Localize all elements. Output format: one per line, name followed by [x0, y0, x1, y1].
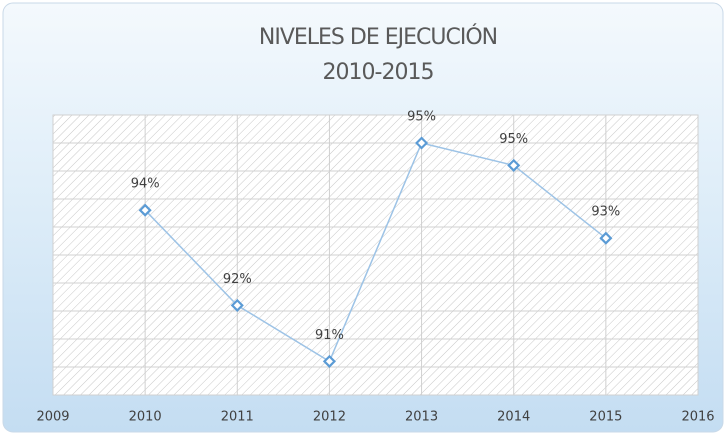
x-tick-label: 2014: [497, 410, 530, 425]
data-label: 95%: [499, 132, 528, 147]
chart-title: NIVELES DE EJECUCIÓN: [259, 24, 497, 50]
data-label: 93%: [591, 205, 620, 220]
x-tick-label: 2011: [221, 410, 254, 425]
x-tick-label: 2009: [36, 410, 69, 425]
chart-subtitle: 2010-2015: [323, 60, 434, 85]
data-label: 91%: [315, 328, 344, 343]
data-label: 92%: [223, 272, 252, 287]
x-tick-label: 2012: [313, 410, 346, 425]
point-marker: [599, 231, 613, 245]
point-marker: [507, 158, 521, 172]
point-marker: [322, 354, 336, 368]
series-line: [144, 142, 607, 363]
data-label: 95%: [407, 110, 436, 125]
point-marker: [138, 203, 152, 217]
x-tick-label: 2016: [681, 410, 714, 425]
point-marker: [415, 136, 429, 150]
x-tick-label: 2013: [405, 410, 438, 425]
x-tick-label: 2015: [589, 410, 622, 425]
x-tick-label: 2010: [129, 410, 162, 425]
data-label: 94%: [131, 177, 160, 192]
point-marker: [230, 298, 244, 312]
